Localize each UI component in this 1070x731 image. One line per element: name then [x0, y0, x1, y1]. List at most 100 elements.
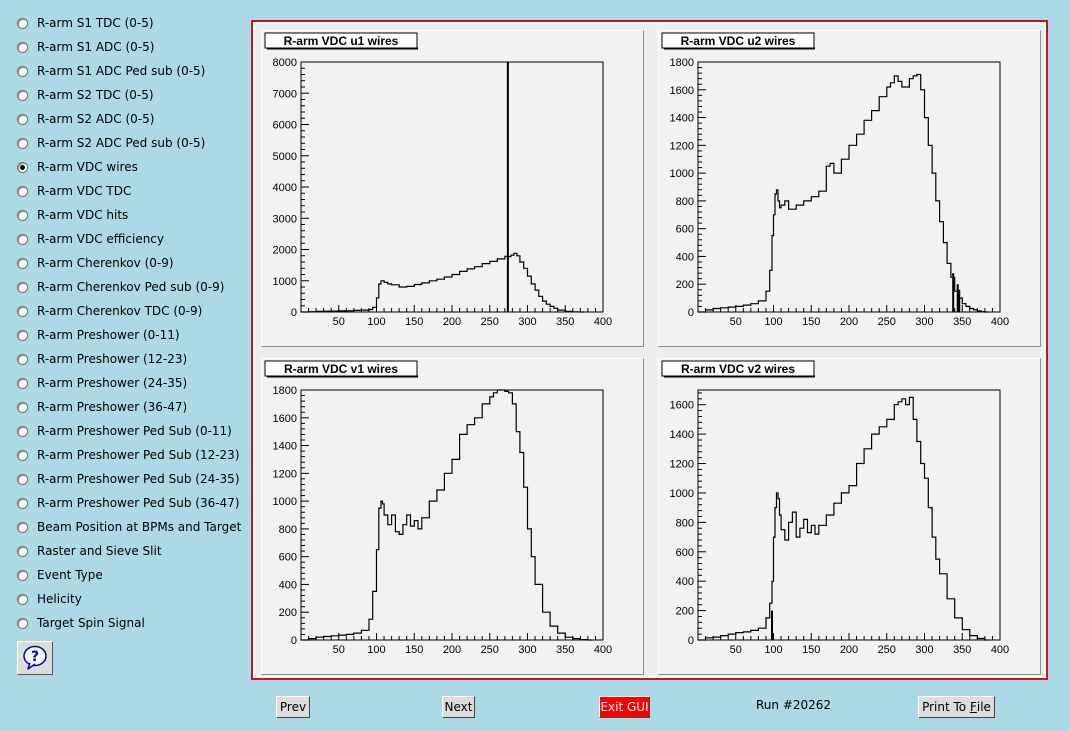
y-tick-label: 0 [291, 307, 297, 319]
radio-option[interactable]: Raster and Sieve Slit [17, 541, 162, 561]
help-button[interactable]: ? [17, 641, 53, 675]
radio-label: R-arm VDC TDC [37, 184, 132, 198]
y-tick-label: 1200 [670, 459, 694, 471]
radio-button[interactable] [17, 617, 28, 629]
radio-option[interactable]: R-arm Preshower Ped Sub (24-35) [17, 469, 240, 489]
print-label-b: ile [976, 700, 991, 714]
radio-option[interactable]: Target Spin Signal [17, 613, 145, 633]
radio-label: R-arm S2 ADC (0-5) [37, 112, 155, 126]
exit-gui-button[interactable]: Exit GUI [599, 696, 650, 718]
x-tick-label: 200 [443, 644, 461, 656]
pad-u2-wires[interactable]: R-arm VDC u2 wires 50 100 150 200 250 300 350 40… [658, 30, 1041, 347]
canvas-background: R-arm VDC u1 wires 50 100 150 200 250 300 350 40… [255, 24, 1044, 676]
radio-button[interactable] [17, 209, 28, 221]
histogram-line [698, 73, 989, 313]
radio-option[interactable]: R-arm S1 TDC (0-5) [17, 13, 154, 33]
radio-button[interactable] [17, 185, 28, 197]
print-hotkey: F [969, 700, 977, 714]
radio-option[interactable]: R-arm VDC TDC [17, 181, 131, 201]
radio-option[interactable]: R-arm VDC efficiency [17, 229, 164, 249]
radio-button[interactable] [17, 425, 28, 437]
radio-button[interactable] [17, 593, 28, 605]
radio-option[interactable]: Event Type [17, 565, 103, 585]
radio-button[interactable] [17, 89, 28, 101]
x-tick-label: 250 [878, 316, 896, 328]
radio-button[interactable] [17, 497, 28, 509]
radio-button[interactable] [17, 41, 28, 53]
radio-option[interactable]: R-arm Cherenkov TDC (0-9) [17, 301, 202, 321]
histogram-canvas[interactable]: R-arm VDC u1 wires 50 100 150 200 250 300 350 40… [251, 20, 1048, 680]
radio-label: Helicity [37, 592, 82, 606]
radio-button[interactable] [17, 137, 28, 149]
x-tick-label: 350 [953, 316, 971, 328]
radio-option[interactable]: R-arm VDC wires [17, 157, 138, 177]
radio-button[interactable] [17, 113, 28, 125]
radio-button[interactable] [17, 17, 28, 29]
plot-frame [300, 61, 604, 313]
radio-label: R-arm VDC hits [37, 208, 129, 222]
pad-v2-wires[interactable]: R-arm VDC v2 wires 50 100 150 200 250 300 350 40… [658, 358, 1041, 675]
question-bubble-icon: ? [23, 645, 47, 670]
y-tick-label: 1000 [273, 276, 297, 288]
histogram-svg: R-arm VDC v2 wires 50 100 150 200 250 300 350 40… [661, 360, 1009, 656]
radio-option[interactable]: R-arm Preshower (36-47) [17, 397, 187, 417]
radio-label: R-arm S1 ADC Ped sub (0-5) [37, 64, 206, 78]
pad-v1-wires[interactable]: R-arm VDC v1 wires 50 100 150 200 250 300 350 40… [261, 358, 644, 675]
radio-option[interactable]: R-arm Preshower Ped Sub (0-11) [17, 421, 232, 441]
histogram-title: R-arm VDC v2 wires [681, 362, 795, 376]
next-button[interactable]: Next [442, 696, 475, 718]
x-tick-label: 50 [730, 644, 742, 656]
radio-button[interactable] [17, 377, 28, 389]
y-tick-label: 4000 [273, 182, 297, 194]
radio-option[interactable]: Helicity [17, 589, 82, 609]
radio-option[interactable]: R-arm Preshower (0-11) [17, 325, 180, 345]
histogram-svg: R-arm VDC u2 wires 50 100 150 200 250 300 350 40… [661, 32, 1009, 328]
radio-button[interactable] [17, 449, 28, 461]
radio-button[interactable] [17, 257, 28, 269]
radio-label: Target Spin Signal [37, 616, 145, 630]
radio-label: R-arm VDC wires [37, 160, 138, 174]
prev-button[interactable]: Prev [276, 696, 310, 718]
radio-button[interactable] [17, 521, 28, 533]
x-tick-label: 300 [915, 316, 933, 328]
y-tick-label: 6000 [273, 120, 297, 132]
x-tick-label: 200 [443, 316, 461, 328]
radio-option[interactable]: R-arm Preshower Ped Sub (36-47) [17, 493, 240, 513]
radio-button[interactable] [17, 353, 28, 365]
radio-option[interactable]: R-arm Cherenkov (0-9) [17, 253, 174, 273]
radio-label: R-arm S1 ADC (0-5) [37, 40, 155, 54]
radio-option[interactable]: R-arm S2 ADC (0-5) [17, 109, 154, 129]
radio-button[interactable] [17, 545, 28, 557]
radio-button[interactable] [17, 161, 28, 173]
radio-label: Beam Position at BPMs and Target [37, 520, 242, 534]
radio-option[interactable]: Beam Position at BPMs and Target [17, 517, 241, 537]
radio-label: R-arm Preshower (0-11) [37, 328, 180, 342]
y-tick-label: 1000 [273, 496, 297, 508]
radio-label: R-arm Preshower Ped Sub (0-11) [37, 424, 232, 438]
radio-option[interactable]: R-arm S2 ADC Ped sub (0-5) [17, 133, 205, 153]
radio-button[interactable] [17, 473, 28, 485]
x-tick-label: 300 [518, 644, 536, 656]
histogram-title: R-arm VDC u2 wires [681, 34, 796, 48]
radio-button[interactable] [17, 569, 28, 581]
radio-option[interactable]: R-arm Preshower (24-35) [17, 373, 187, 393]
radio-button[interactable] [17, 401, 28, 413]
radio-option[interactable]: R-arm S1 ADC Ped sub (0-5) [17, 61, 205, 81]
radio-label: R-arm Cherenkov Ped sub (0-9) [37, 280, 225, 294]
pad-u1-wires[interactable]: R-arm VDC u1 wires 50 100 150 200 250 300 350 40… [261, 30, 644, 347]
radio-button[interactable] [17, 65, 28, 77]
radio-button[interactable] [17, 329, 28, 341]
histogram-title: R-arm VDC v1 wires [284, 362, 398, 376]
radio-button[interactable] [17, 233, 28, 245]
x-tick-label: 150 [802, 644, 820, 656]
radio-button[interactable] [17, 281, 28, 293]
radio-option[interactable]: R-arm S2 TDC (0-5) [17, 85, 154, 105]
radio-option[interactable]: R-arm S1 ADC (0-5) [17, 37, 154, 57]
radio-option[interactable]: R-arm Preshower Ped Sub (12-23) [17, 445, 240, 465]
radio-option[interactable]: R-arm VDC hits [17, 205, 128, 225]
radio-option[interactable]: R-arm Preshower (12-23) [17, 349, 187, 369]
radio-option[interactable]: R-arm Cherenkov Ped sub (0-9) [17, 277, 224, 297]
radio-button[interactable] [17, 305, 28, 317]
y-tick-label: 1200 [670, 140, 694, 152]
